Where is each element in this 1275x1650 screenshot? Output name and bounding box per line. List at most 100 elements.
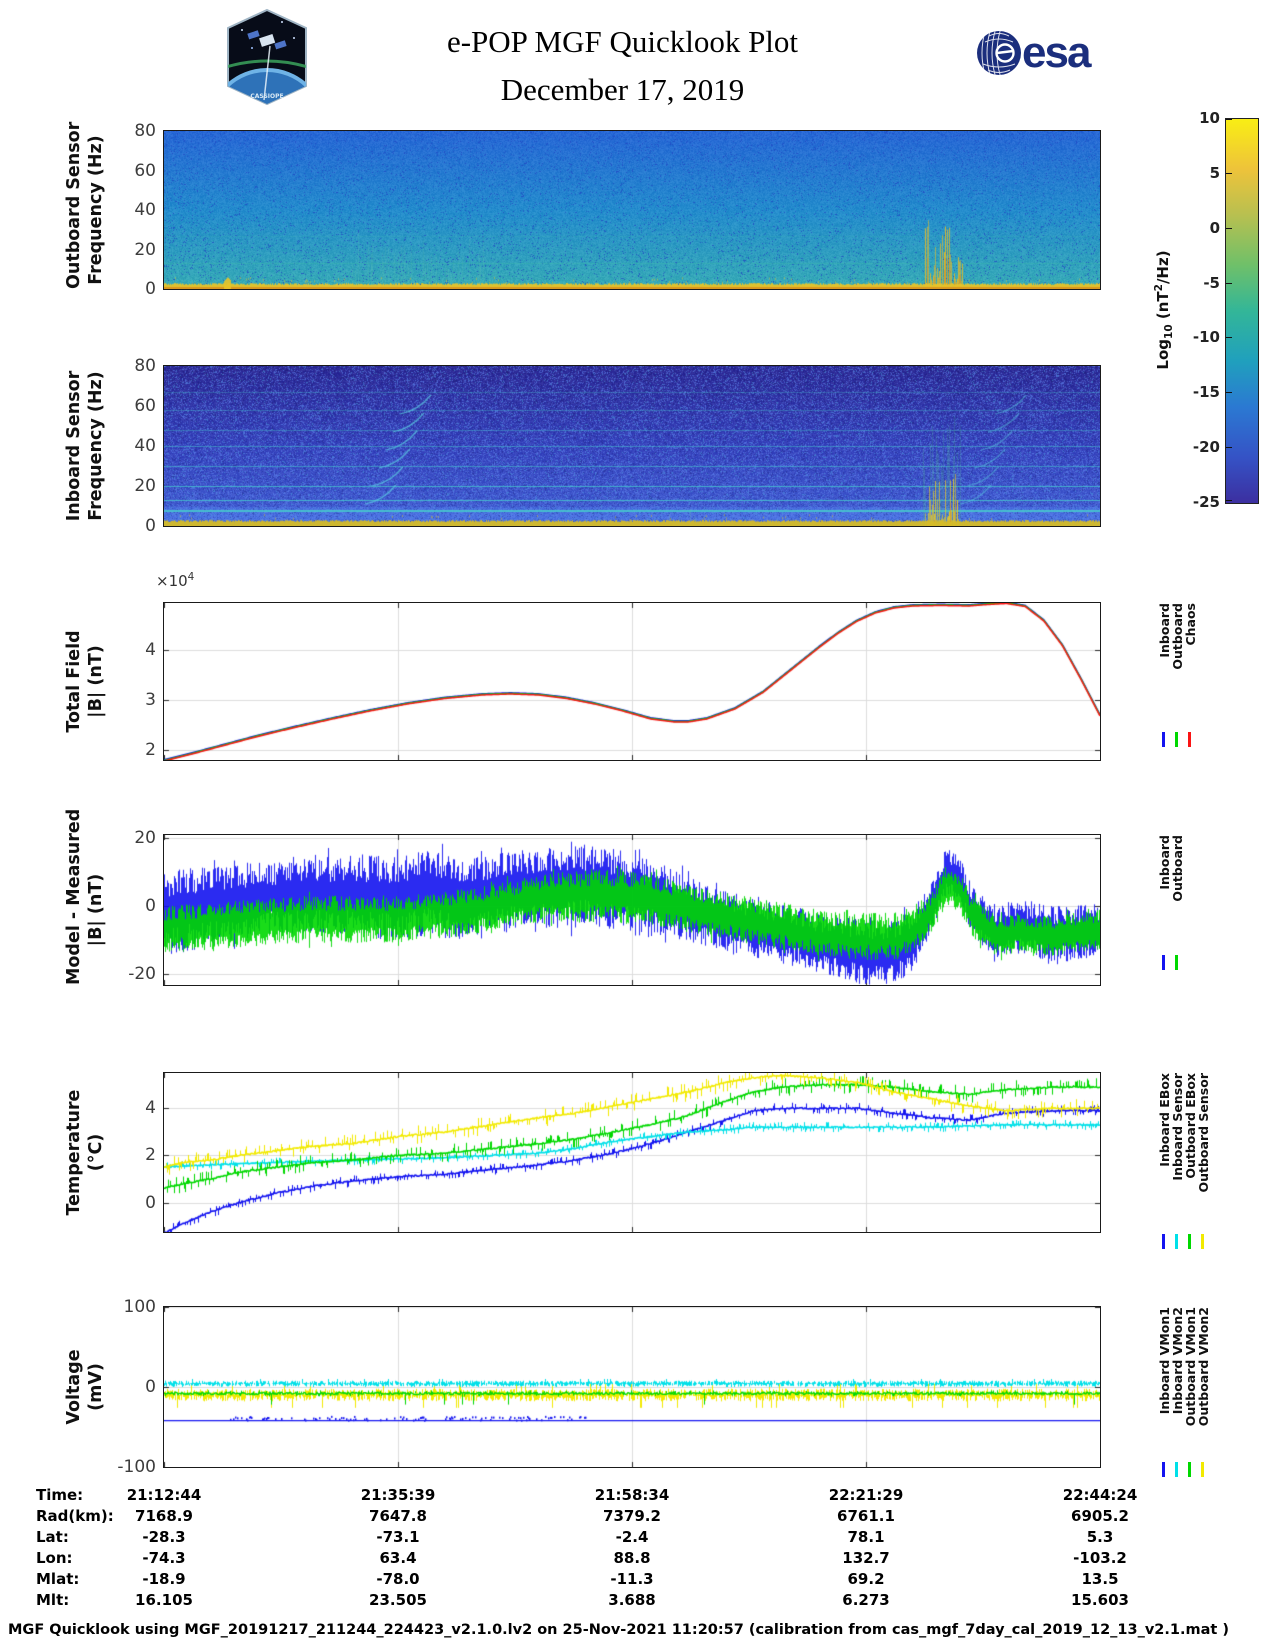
- legend-label: Outboard VMon2: [1196, 1307, 1211, 1427]
- legend-swatch: [1175, 1234, 1178, 1249]
- ylabel-rotated: Outboard Sensor Frequency (Hz): [63, 122, 107, 289]
- legend-swatch: [1201, 1234, 1204, 1249]
- table-cell: 3.688: [608, 1591, 656, 1609]
- ylabel-line1: Inboard Sensor: [64, 370, 84, 522]
- panel-canvas-3: [164, 835, 1100, 985]
- panel-1: [163, 365, 1101, 527]
- legend-label: Outboard Sensor: [1196, 1073, 1211, 1193]
- table-cell: 6.273: [842, 1591, 890, 1609]
- colorbar-tick-mark: [1226, 392, 1232, 394]
- ylabel-line2: |B| (nT): [86, 873, 106, 947]
- panel-2: [163, 602, 1101, 761]
- ytick-label: 0: [145, 1377, 156, 1397]
- colorbar-tick-mark: [1226, 500, 1232, 501]
- ylabel-panel-2: Total Field |B| (nT): [63, 603, 107, 760]
- ylabel-panel-0: Outboard Sensor Frequency (Hz): [63, 122, 107, 289]
- panel-canvas-5: [164, 1307, 1100, 1467]
- ytick-label: 80: [134, 356, 156, 376]
- table-cell: 16.105: [135, 1591, 193, 1609]
- ylabel-panel-1: Inboard Sensor Frequency (Hz): [63, 366, 107, 526]
- ytick-label: -100: [117, 1457, 156, 1477]
- ylabel-rotated: Model - Measured |B| (nT): [63, 809, 107, 985]
- ytick-label: 4: [145, 640, 156, 660]
- ytick-label: 20: [134, 476, 156, 496]
- table-cell: -103.2: [1073, 1549, 1127, 1567]
- table-cell: 88.8: [613, 1549, 651, 1567]
- panel-canvas-0: [164, 131, 1100, 289]
- ytick-label: 100: [123, 1297, 156, 1317]
- colorbar: [1225, 118, 1259, 504]
- table-cell: -2.4: [615, 1528, 649, 1546]
- ytick-label: 40: [134, 436, 156, 456]
- legend-swatch: [1175, 732, 1178, 747]
- panel-5: [163, 1306, 1101, 1468]
- table-cell: 78.1: [847, 1528, 885, 1546]
- table-row-label: Lon:: [36, 1549, 73, 1567]
- legend-swatch: [1162, 955, 1165, 970]
- ylabel-line2: (°C): [86, 1133, 106, 1172]
- table-row-label: Mlat:: [36, 1570, 80, 1588]
- legend-swatch: [1162, 732, 1165, 747]
- ytick-label: 4: [145, 1098, 156, 1119]
- ylabel-rotated: Voltage (mV): [63, 1307, 107, 1467]
- ylabel-line2: (mV): [86, 1363, 106, 1411]
- colorbar-tick-label: 0: [1209, 218, 1220, 237]
- legend-swatch: [1175, 955, 1178, 970]
- colorbar-gradient: [1226, 119, 1258, 503]
- ytick-label: 20: [134, 828, 156, 849]
- panel-3: [163, 834, 1101, 986]
- legend-swatch: [1162, 1234, 1165, 1249]
- table-cell: 6761.1: [837, 1507, 895, 1525]
- esa-logo: esa: [976, 28, 1091, 78]
- cassiope-patch-graphic: CASSIOPE: [227, 8, 307, 106]
- ytick-label: 2: [145, 1145, 156, 1166]
- colorbar-tick-label: -20: [1192, 438, 1220, 457]
- ylabel-panel-5: Voltage (mV): [63, 1307, 107, 1467]
- colorbar-tick-label: -15: [1192, 383, 1220, 402]
- cassiope-mission-patch: CASSIOPE: [222, 8, 312, 106]
- table-cell: 21:58:34: [594, 1486, 670, 1504]
- table-cell: 15.603: [1071, 1591, 1129, 1609]
- legend-swatch: [1175, 1462, 1178, 1477]
- legend-swatch: [1201, 1462, 1204, 1477]
- ylabel-rotated: Total Field |B| (nT): [63, 603, 107, 760]
- colorbar-tick-label: 5: [1209, 163, 1220, 182]
- panel-4: [163, 1072, 1101, 1233]
- ylabel-line1: Total Field: [64, 630, 84, 733]
- table-cell: 21:35:39: [360, 1486, 436, 1504]
- legend-swatch: [1162, 1462, 1165, 1477]
- table-row-label: Time:: [36, 1486, 84, 1504]
- table-row-label: Lat:: [36, 1528, 69, 1546]
- colorbar-tick-label: -5: [1203, 273, 1220, 292]
- total-field-axis-offset: ×104: [156, 571, 195, 590]
- colorbar-tick-mark: [1226, 227, 1232, 229]
- table-cell: 132.7: [842, 1549, 890, 1567]
- colorbar-label: Log10 (nT2/Hz): [1153, 250, 1175, 370]
- esa-globe-icon: [977, 31, 1021, 75]
- colorbar-tick-mark: [1226, 447, 1232, 449]
- ytick-label: 0: [145, 895, 156, 916]
- legend-panel-5: Inboard VMon1 Inboard VMon2 Outboard VMon1…: [1157, 1307, 1211, 1467]
- colorbar-tick-label: 10: [1199, 109, 1220, 127]
- colorbar-tick-mark: [1226, 172, 1232, 174]
- ylabel-line1: Temperature: [64, 1089, 84, 1216]
- table-cell: 69.2: [847, 1570, 885, 1588]
- ylabel-panel-4: Temperature (°C): [63, 1073, 107, 1232]
- table-cell: 21:12:44: [126, 1486, 202, 1504]
- table-cell: 7168.9: [135, 1507, 193, 1525]
- table-cell: -78.0: [376, 1570, 420, 1588]
- table-row-label: Mlt:: [36, 1591, 70, 1609]
- table-cell: 7379.2: [603, 1507, 661, 1525]
- panel-0: [163, 130, 1101, 290]
- table-cell: 7647.8: [369, 1507, 427, 1525]
- legend-swatch: [1188, 1462, 1191, 1477]
- ylabel-panel-3: Model - Measured |B| (nT): [63, 809, 107, 985]
- table-cell: 6905.2: [1071, 1507, 1129, 1525]
- ylabel-line2: Frequency (Hz): [86, 371, 106, 521]
- legend-panel-4: Inboard EBox Inboard Sensor Outboard EBox O…: [1157, 1073, 1211, 1232]
- table-cell: 63.4: [379, 1549, 417, 1567]
- panel-canvas-4: [164, 1073, 1100, 1232]
- table-cell: 23.505: [369, 1591, 427, 1609]
- table-cell: -18.9: [142, 1570, 186, 1588]
- ylabel-rotated: Inboard Sensor Frequency (Hz): [63, 366, 107, 526]
